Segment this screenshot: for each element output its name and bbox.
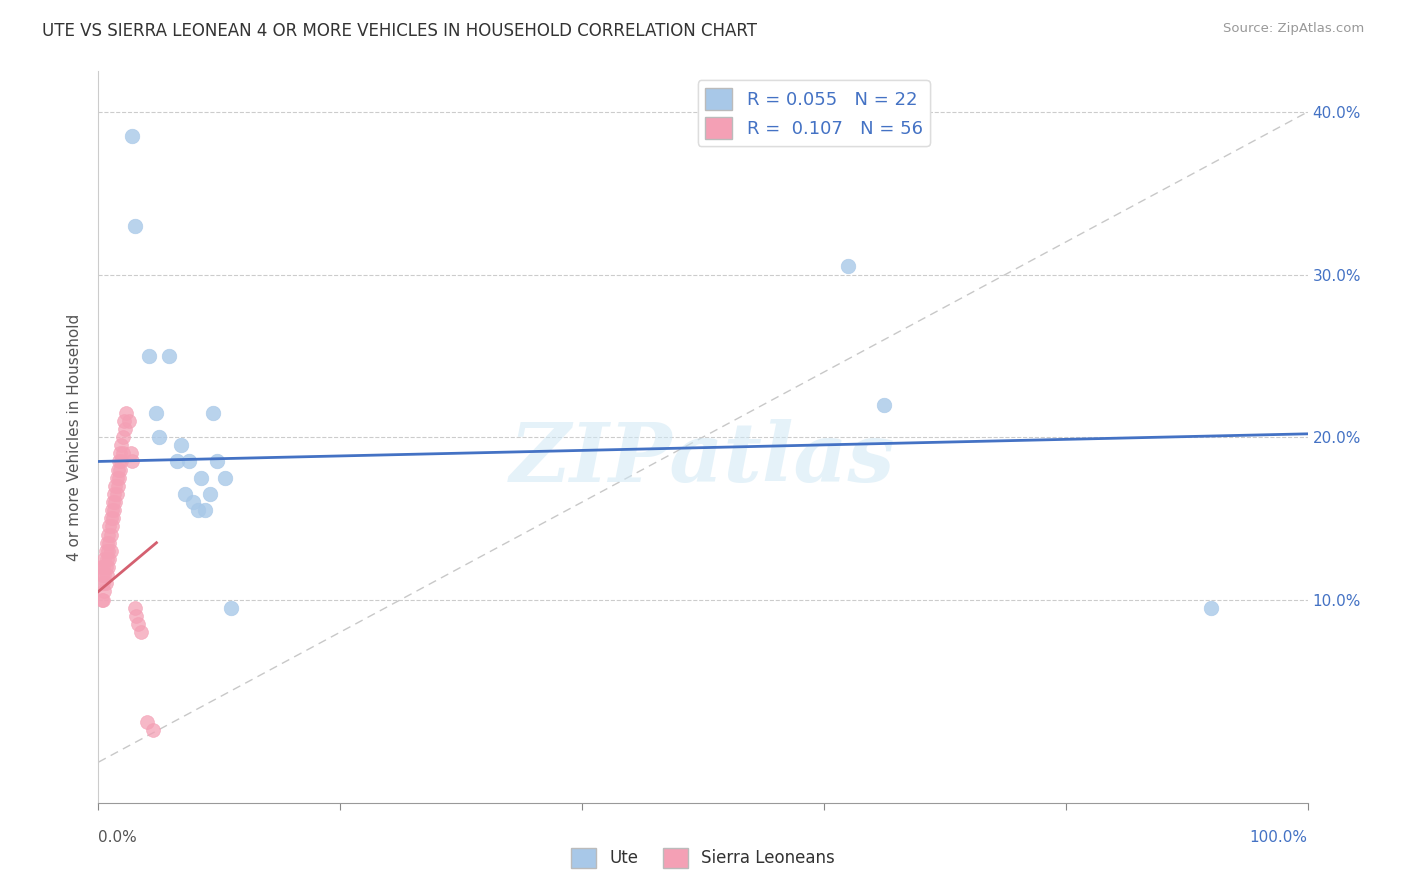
- Point: [100, 527, 122, 541]
- Point: [103, 487, 125, 501]
- Point: [138, 349, 160, 363]
- Point: [91, 592, 114, 607]
- Point: [90, 560, 112, 574]
- Point: [108, 471, 131, 485]
- Point: [100, 519, 122, 533]
- Point: [221, 600, 243, 615]
- Point: [115, 406, 138, 420]
- Point: [174, 487, 197, 501]
- Point: [1199, 600, 1222, 615]
- Point: [198, 487, 221, 501]
- Point: [94, 544, 117, 558]
- Point: [104, 479, 127, 493]
- Point: [98, 552, 121, 566]
- Point: [96, 535, 118, 549]
- Point: [129, 625, 152, 640]
- Point: [96, 568, 118, 582]
- Point: [108, 454, 131, 468]
- Point: [118, 414, 141, 428]
- Point: [91, 576, 114, 591]
- Point: [100, 544, 122, 558]
- Point: [105, 471, 128, 485]
- Point: [145, 406, 167, 420]
- Legend: R = 0.055   N = 22, R =  0.107   N = 56: R = 0.055 N = 22, R = 0.107 N = 56: [697, 80, 929, 146]
- Point: [98, 519, 121, 533]
- Text: ZIPatlas: ZIPatlas: [510, 419, 896, 499]
- Y-axis label: 4 or more Vehicles in Household: 4 or more Vehicles in Household: [67, 313, 83, 561]
- Point: [103, 503, 125, 517]
- Point: [127, 617, 149, 632]
- Point: [187, 503, 209, 517]
- Text: 0.0%: 0.0%: [98, 830, 138, 845]
- Point: [107, 479, 129, 493]
- Point: [837, 260, 859, 274]
- Point: [101, 511, 124, 525]
- Point: [98, 535, 121, 549]
- Point: [93, 568, 115, 582]
- Point: [100, 503, 122, 517]
- Point: [101, 495, 124, 509]
- Point: [110, 454, 132, 468]
- Point: [124, 600, 146, 615]
- Point: [94, 576, 117, 591]
- Point: [108, 462, 131, 476]
- Point: [125, 608, 148, 623]
- Point: [96, 552, 118, 566]
- Point: [112, 414, 135, 428]
- Text: Source: ZipAtlas.com: Source: ZipAtlas.com: [1223, 22, 1364, 36]
- Point: [93, 552, 115, 566]
- Point: [214, 471, 236, 485]
- Point: [111, 446, 134, 460]
- Point: [194, 503, 217, 517]
- Point: [94, 560, 117, 574]
- Point: [105, 487, 128, 501]
- Legend: Ute, Sierra Leoneans: Ute, Sierra Leoneans: [564, 841, 842, 875]
- Point: [120, 446, 142, 460]
- Point: [97, 560, 120, 574]
- Point: [121, 454, 143, 468]
- Point: [121, 129, 143, 144]
- Point: [97, 527, 120, 541]
- Point: [97, 544, 120, 558]
- Point: [148, 430, 170, 444]
- Point: [157, 349, 180, 363]
- Point: [202, 406, 225, 420]
- Point: [91, 560, 114, 574]
- Point: [114, 422, 136, 436]
- Point: [91, 568, 114, 582]
- Point: [100, 511, 122, 525]
- Point: [135, 714, 157, 729]
- Point: [169, 438, 191, 452]
- Point: [205, 454, 228, 468]
- Point: [107, 462, 129, 476]
- Text: UTE VS SIERRA LEONEAN 4 OR MORE VEHICLES IN HOUSEHOLD CORRELATION CHART: UTE VS SIERRA LEONEAN 4 OR MORE VEHICLES…: [42, 22, 758, 40]
- Point: [104, 495, 127, 509]
- Point: [108, 446, 131, 460]
- Point: [124, 219, 146, 233]
- Point: [111, 430, 134, 444]
- Point: [181, 495, 204, 509]
- Point: [142, 723, 165, 737]
- Point: [190, 471, 212, 485]
- Point: [91, 592, 114, 607]
- Text: 100.0%: 100.0%: [1250, 830, 1308, 845]
- Point: [110, 438, 132, 452]
- Point: [873, 398, 896, 412]
- Point: [93, 584, 115, 599]
- Point: [166, 454, 188, 468]
- Point: [179, 454, 201, 468]
